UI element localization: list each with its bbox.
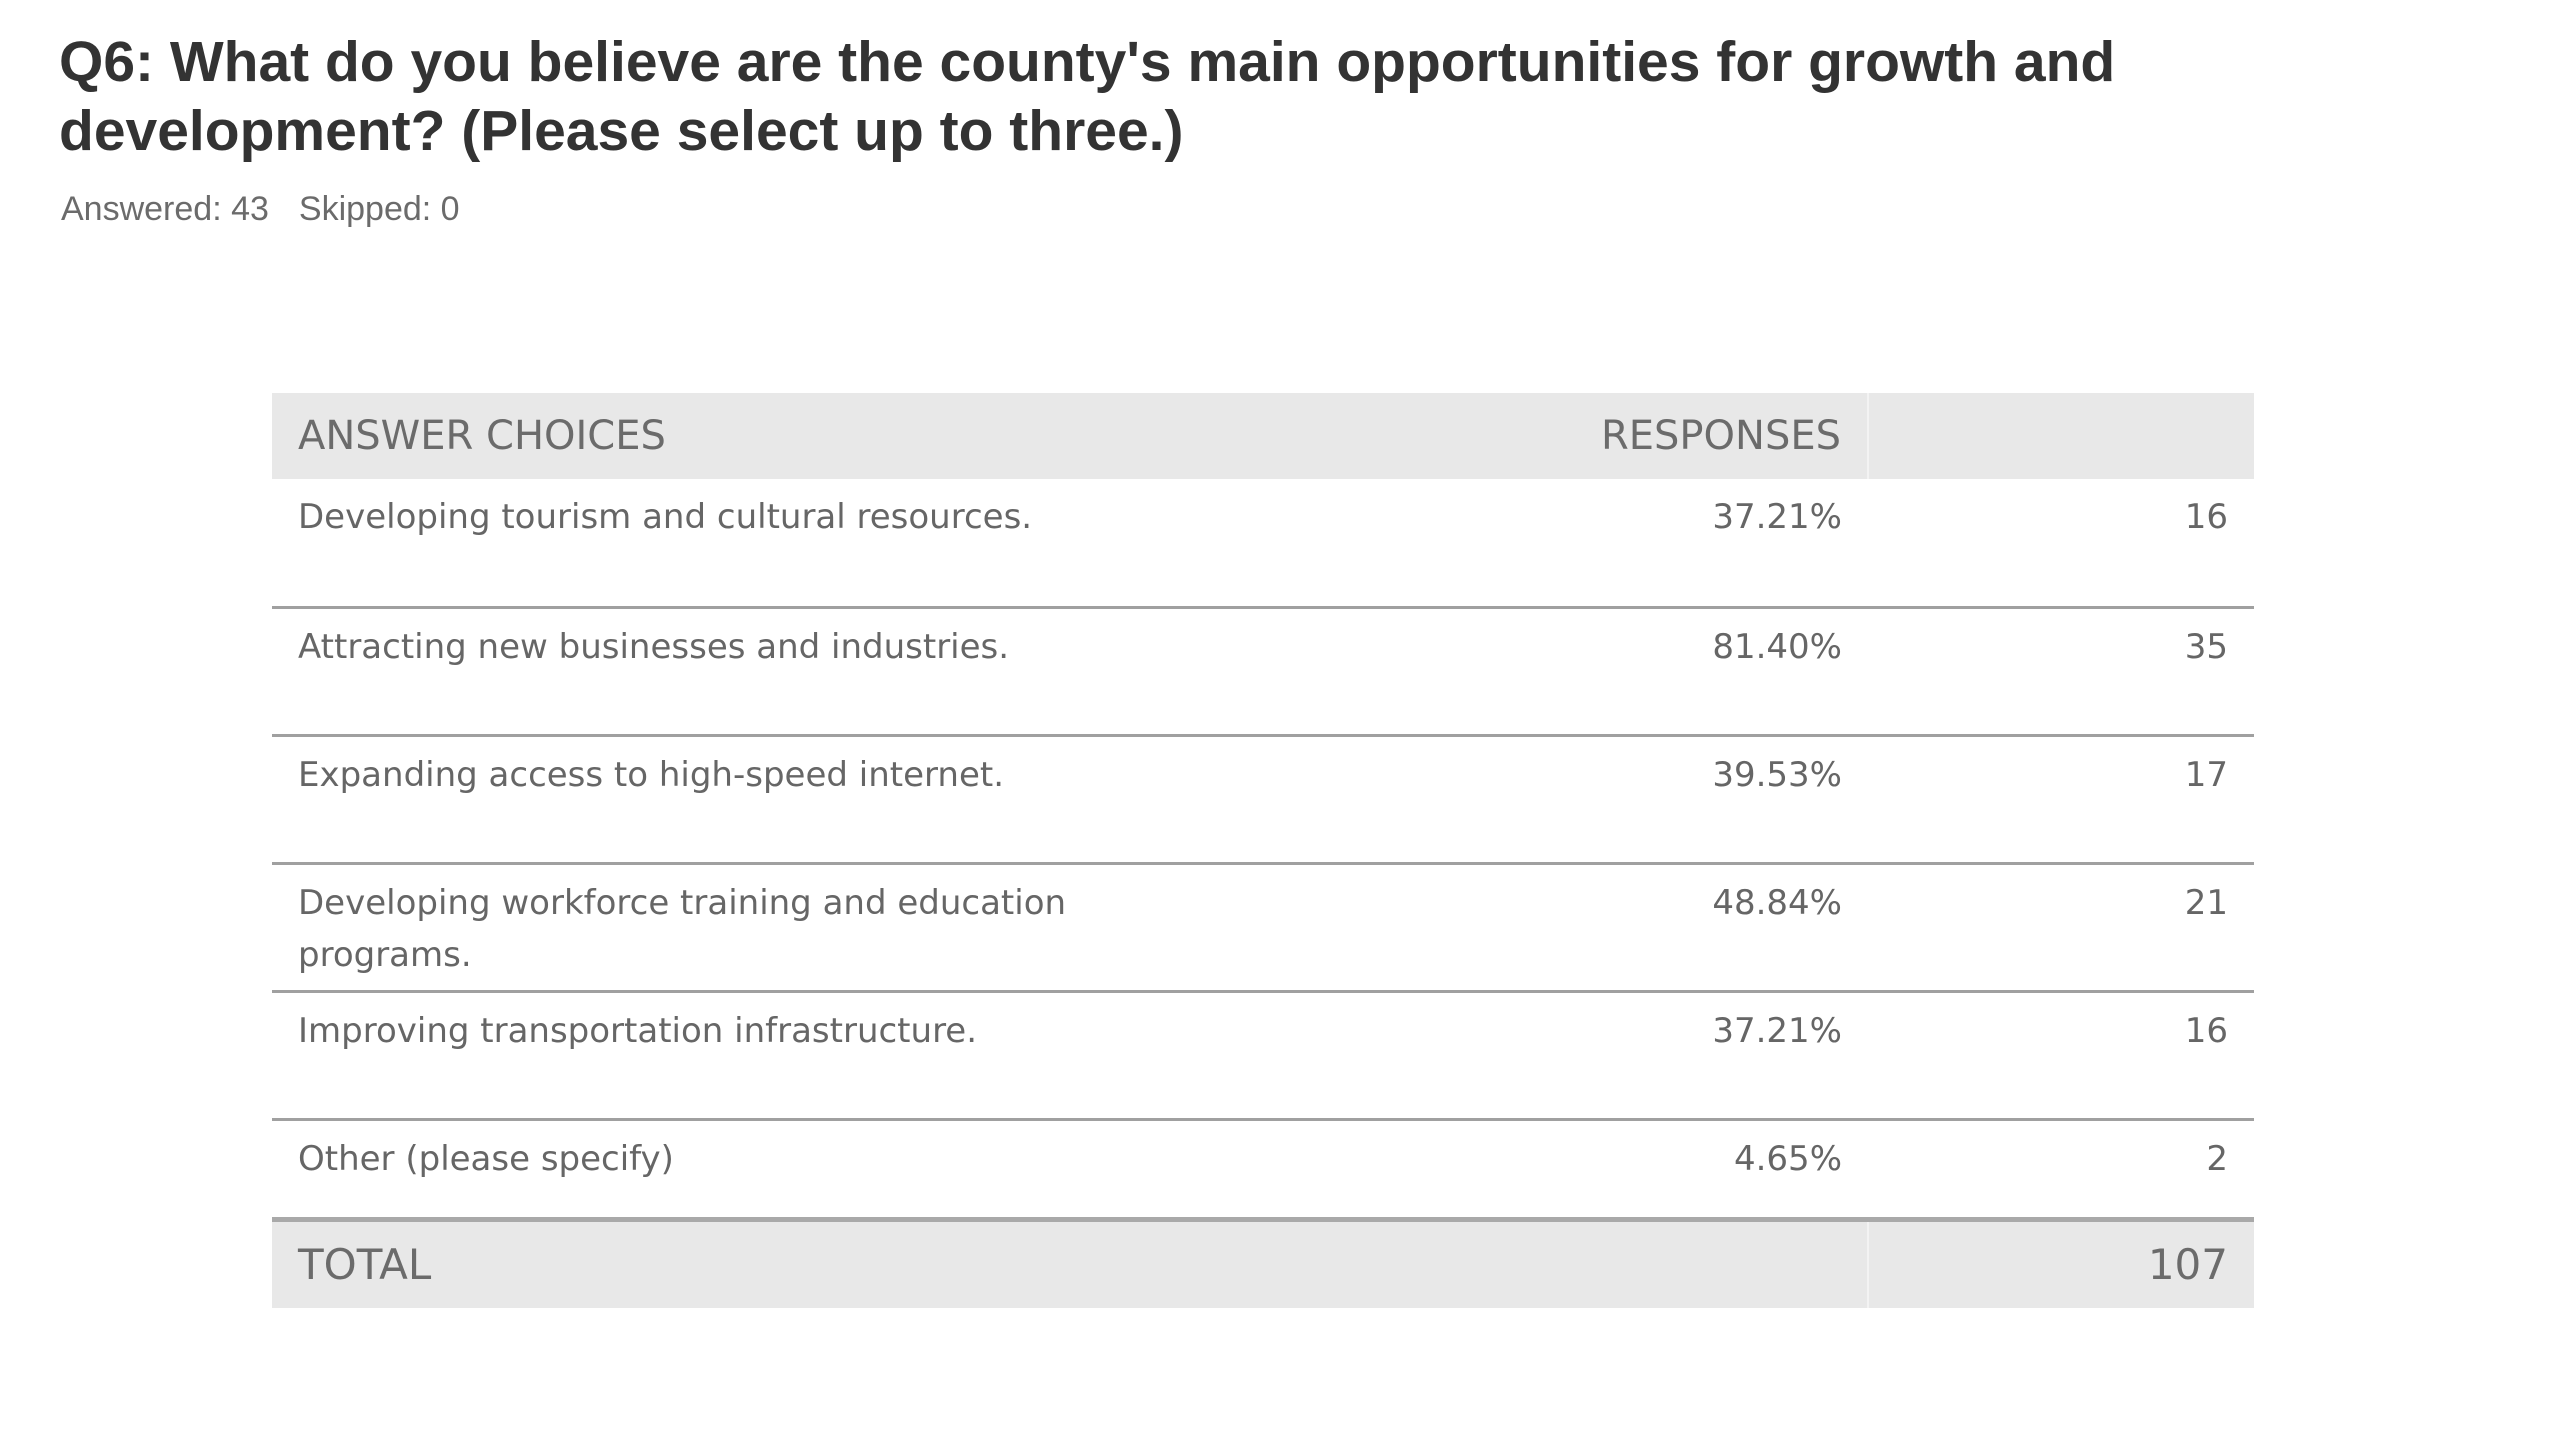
answer-choice-text: Expanding access to high-speed internet. [272,735,1322,865]
table-body: Developing tourism and cultural resource… [272,479,2254,1222]
total-value: 107 [1867,1219,2254,1308]
answer-summary-table: ANSWER CHOICES RESPONSES Developing tour… [272,393,2254,1308]
header-row: ANSWER CHOICES RESPONSES [272,393,2254,479]
table-row: Attracting new businesses and industries… [272,607,2254,737]
response-count: 17 [1868,735,2254,865]
response-count: 2 [1868,1119,2254,1222]
response-count: 16 [1868,479,2254,609]
total-spacer [1322,1219,1868,1308]
question-title: Q6: What do you believe are the county's… [59,30,2116,163]
answered-count: Answered: 43 [61,190,269,228]
response-percent: 37.21% [1322,991,1868,1121]
table-row: Other (please specify) 4.65% 2 [272,1119,2254,1222]
response-count: 35 [1868,607,2254,737]
count-header [1867,393,2254,479]
table-row: Developing workforce training and educat… [272,863,2254,993]
answer-choices-header: ANSWER CHOICES [272,393,1322,479]
answer-choice-text: Developing workforce training and educat… [272,863,1322,993]
table-footer: TOTAL 107 [272,1219,2254,1308]
response-percent: 48.84% [1322,863,1868,993]
response-percent: 81.40% [1322,607,1868,737]
response-percent: 39.53% [1322,735,1868,865]
answer-choice-text: Attracting new businesses and industries… [272,607,1322,737]
answer-choice-text: Improving transportation infrastructure. [272,991,1322,1121]
response-percent: 37.21% [1322,479,1868,609]
response-stats: Answered: 43 Skipped: 0 [61,188,460,230]
table-row: Expanding access to high-speed internet.… [272,735,2254,865]
total-row: TOTAL 107 [272,1219,2254,1308]
response-count: 16 [1868,991,2254,1121]
table-row: Developing tourism and cultural resource… [272,479,2254,609]
response-percent: 4.65% [1322,1119,1868,1222]
table-row: Improving transportation infrastructure.… [272,991,2254,1121]
table-header: ANSWER CHOICES RESPONSES [272,393,2254,479]
responses-header: RESPONSES [1322,393,1868,479]
skipped-count: Skipped: 0 [298,190,460,228]
response-count: 21 [1868,863,2254,993]
answer-choice-text: Developing tourism and cultural resource… [272,479,1322,609]
total-label: TOTAL [272,1219,1322,1308]
answer-choice-text: Other (please specify) [272,1119,1322,1222]
